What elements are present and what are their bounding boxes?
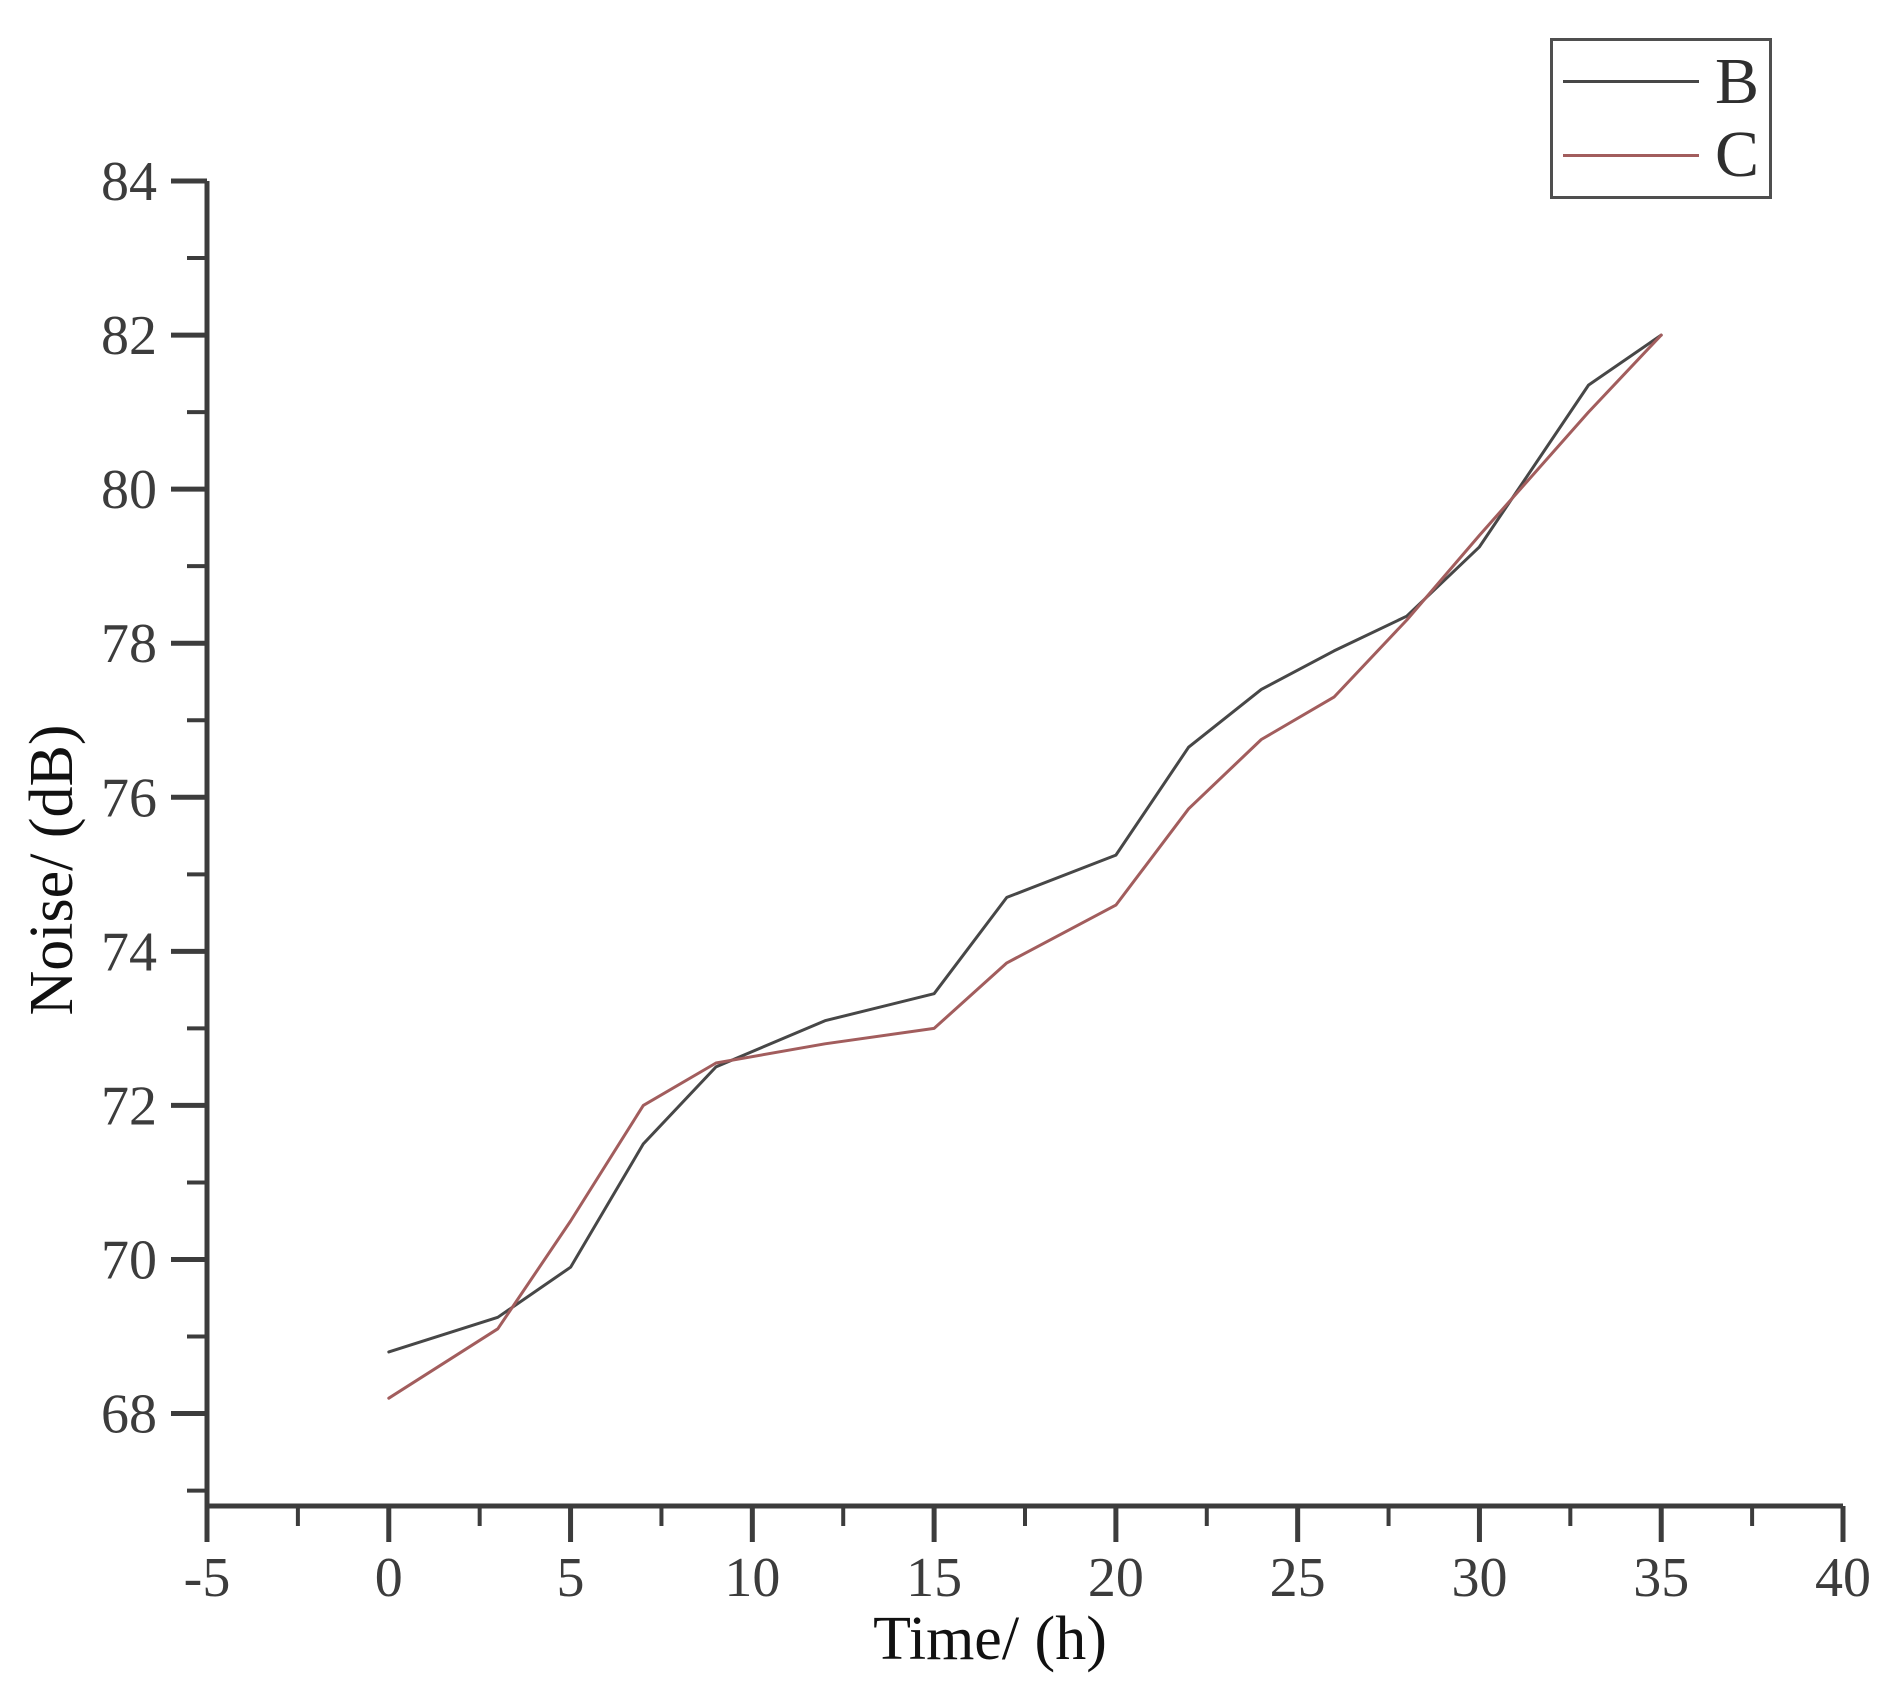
y-tick-label: 76 (101, 767, 157, 829)
x-tick-label: 40 (1815, 1547, 1871, 1609)
x-tick-label: -5 (184, 1547, 231, 1609)
x-axis-title: Time/ (h) (873, 1605, 1107, 1673)
legend: B C (1550, 38, 1772, 199)
y-tick-label: 70 (101, 1229, 157, 1291)
legend-entry-c: C (1563, 122, 1759, 188)
x-tick-label: 20 (1088, 1547, 1144, 1609)
y-axis-title: Noise/ (dB) (18, 724, 86, 1016)
x-tick-label: 0 (375, 1547, 403, 1609)
x-tick-label: 35 (1633, 1547, 1689, 1609)
legend-line-sample-c (1563, 153, 1699, 157)
legend-entry-b: B (1563, 44, 1759, 118)
x-tick-label: 30 (1451, 1547, 1507, 1609)
x-tick-label: 15 (906, 1547, 962, 1609)
x-tick-label: 10 (724, 1547, 780, 1609)
x-tick-label: 25 (1270, 1547, 1326, 1609)
y-tick-label: 82 (101, 305, 157, 367)
legend-label-b: B (1714, 44, 1759, 118)
y-tick-label: 78 (101, 613, 157, 675)
y-tick-label: 84 (101, 151, 157, 213)
y-tick-label: 68 (101, 1384, 157, 1446)
legend-line-sample-b (1563, 80, 1699, 84)
y-tick-label: 74 (101, 921, 157, 983)
series-line-c (387, 333, 1663, 1400)
y-tick-label: 72 (101, 1075, 157, 1137)
y-tick-label: 80 (101, 459, 157, 521)
x-tick-label: 5 (557, 1547, 585, 1609)
legend-label-c: C (1714, 118, 1759, 192)
series-line-b (387, 333, 1663, 1354)
